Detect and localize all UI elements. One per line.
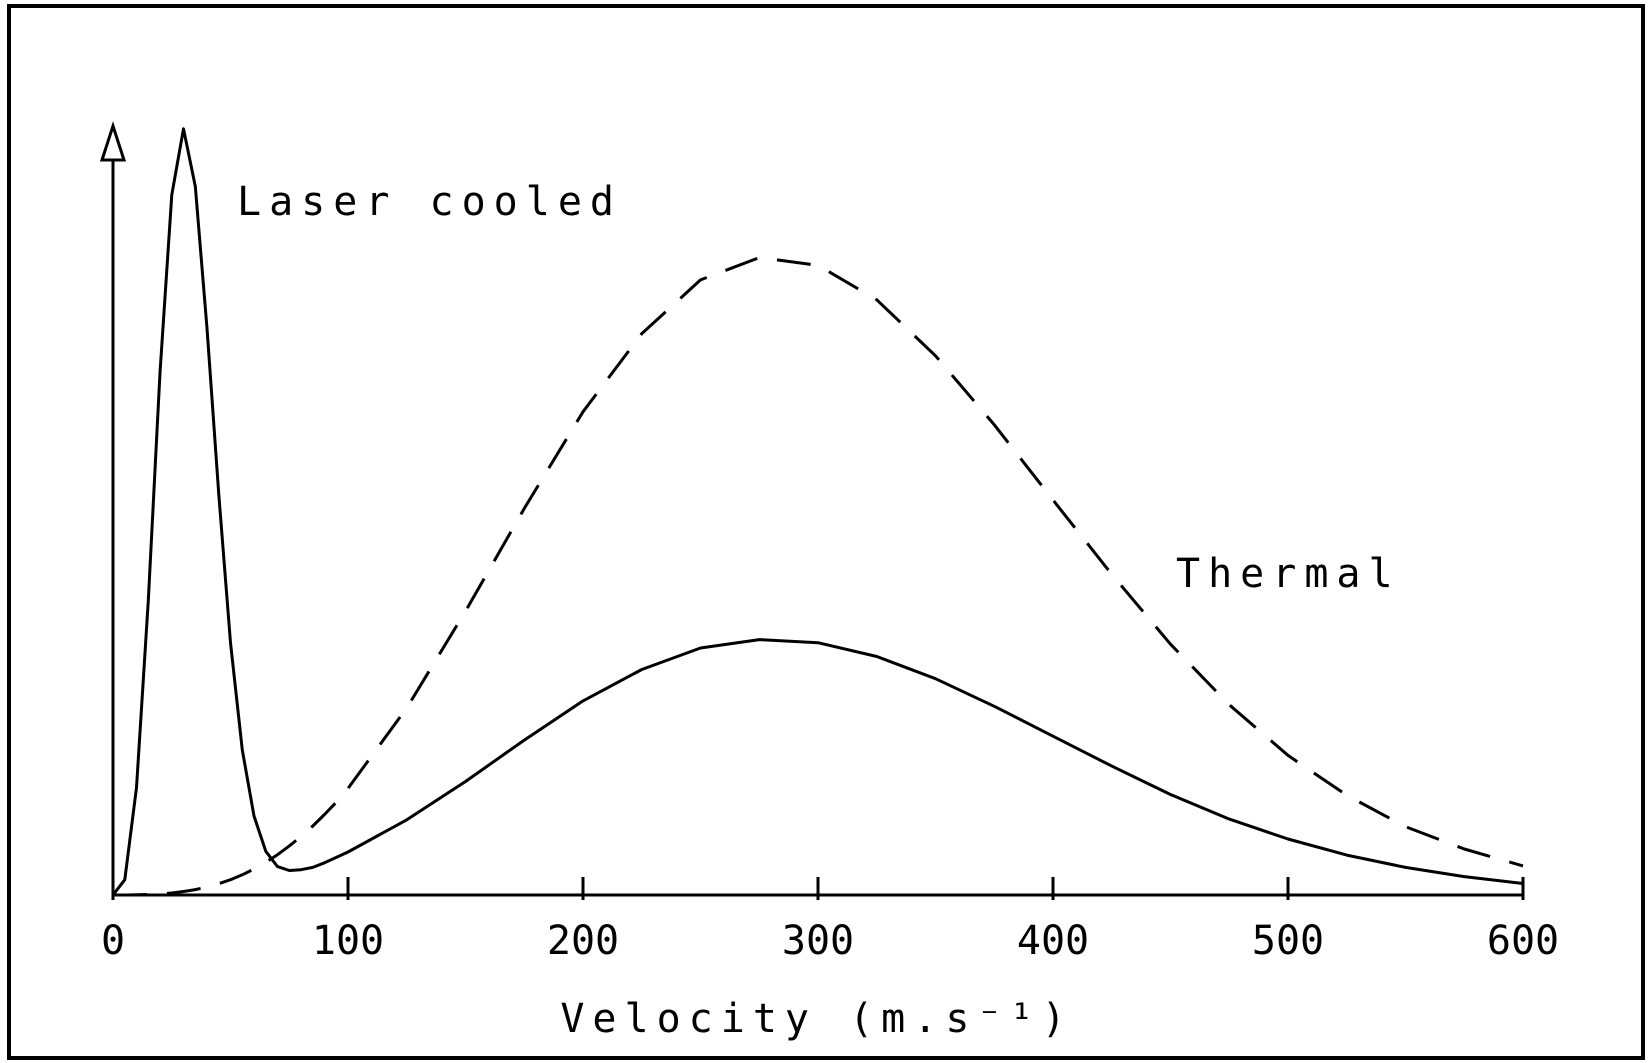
x-axis-title: Velocity (m.s⁻¹): [560, 996, 1073, 1042]
x-tick-label: 600: [1487, 918, 1559, 964]
x-tick-label: 300: [782, 918, 854, 964]
x-tick-label: 200: [547, 918, 619, 964]
frame: [7, 4, 1645, 1060]
series-annotation: Laser cooled: [237, 179, 622, 225]
y-axis-arrow: [99, 121, 127, 162]
x-tick-label: 400: [1017, 918, 1089, 964]
x-tick-label: 0: [101, 918, 125, 964]
series-line: [111, 127, 1524, 896]
x-tick-label: 100: [312, 918, 384, 964]
series-annotation: Thermal: [1176, 551, 1401, 597]
series-line: [113, 256, 1524, 897]
x-tick-label: 500: [1252, 918, 1324, 964]
